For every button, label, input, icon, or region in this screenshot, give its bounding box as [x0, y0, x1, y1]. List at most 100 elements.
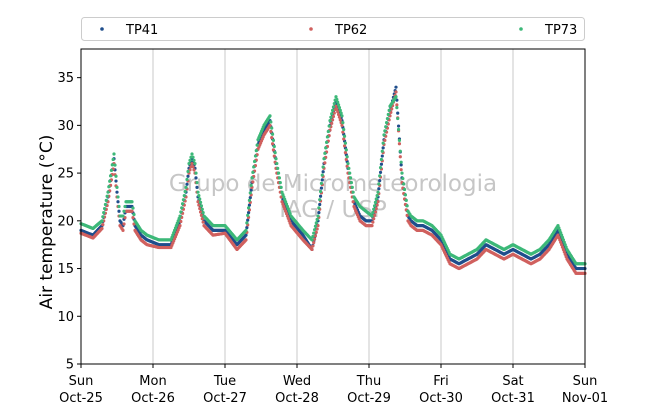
data-point — [376, 190, 380, 194]
data-point — [400, 171, 404, 175]
data-point — [251, 180, 255, 184]
data-point — [338, 118, 342, 122]
data-point — [324, 140, 329, 145]
data-point — [246, 211, 251, 215]
data-point — [104, 198, 108, 202]
data-point — [377, 182, 381, 186]
data-point — [192, 158, 196, 162]
data-point — [272, 144, 276, 149]
data-point — [336, 100, 340, 104]
data-point — [274, 157, 278, 161]
data-point — [371, 220, 375, 224]
data-point — [101, 215, 105, 219]
data-point — [327, 124, 331, 128]
data-point — [312, 231, 316, 235]
data-point — [384, 121, 389, 125]
data-point — [115, 185, 119, 190]
data-point — [268, 123, 272, 127]
data-point — [121, 214, 125, 218]
data-point — [116, 200, 120, 204]
data-point — [131, 206, 135, 210]
data-point — [401, 176, 405, 181]
data-point — [102, 206, 107, 211]
data-point — [245, 226, 249, 230]
data-point — [396, 127, 401, 132]
data-point — [197, 193, 201, 198]
data-point — [187, 161, 191, 166]
data-point — [314, 230, 318, 235]
x-tick-label: Mon Oct-26 — [131, 374, 175, 406]
data-point — [314, 221, 318, 225]
data-point — [180, 202, 185, 206]
data-point — [336, 103, 341, 107]
data-point — [194, 171, 198, 175]
y-tick-label: 20 — [57, 214, 74, 229]
x-tick-day: Mon — [139, 374, 166, 389]
data-point — [179, 210, 183, 214]
data-point — [319, 186, 324, 190]
data-point — [279, 195, 283, 199]
data-point — [272, 154, 276, 158]
data-point — [275, 161, 279, 166]
data-point — [192, 168, 196, 172]
data-point — [106, 190, 110, 194]
data-point — [276, 171, 281, 175]
data-point — [200, 217, 204, 221]
data-point — [114, 174, 118, 178]
data-point — [244, 233, 248, 237]
data-point — [371, 211, 375, 215]
data-point — [183, 189, 187, 194]
data-point — [107, 185, 111, 189]
data-point — [315, 227, 319, 231]
data-point — [402, 187, 407, 192]
data-point — [312, 241, 316, 245]
data-point — [378, 170, 383, 175]
data-point — [249, 188, 253, 192]
y-axis: 5 10 15 20 25 30 35 — [57, 71, 81, 373]
data-point — [254, 148, 258, 153]
data-point — [250, 176, 254, 180]
data-point — [398, 155, 402, 159]
data-point — [373, 210, 378, 214]
legend-marker-tp62 — [309, 27, 313, 31]
data-point — [334, 95, 338, 99]
data-points — [79, 85, 587, 275]
data-point — [100, 226, 104, 231]
data-point — [337, 115, 342, 119]
data-point — [342, 137, 346, 141]
data-point — [180, 206, 184, 210]
data-point — [331, 105, 336, 109]
data-point — [399, 168, 403, 172]
data-point — [372, 204, 377, 208]
data-point — [336, 110, 340, 114]
data-point — [336, 112, 341, 117]
data-point — [383, 129, 387, 133]
data-point — [117, 204, 121, 209]
data-point — [377, 187, 381, 191]
data-point — [310, 247, 314, 252]
data-point — [310, 238, 314, 242]
data-point — [130, 200, 134, 204]
data-point — [270, 136, 274, 140]
x-tick-day: Tue — [213, 374, 236, 389]
data-point — [395, 103, 399, 107]
data-point — [198, 200, 203, 205]
data-point — [384, 125, 388, 129]
data-point — [121, 228, 125, 232]
data-point — [374, 206, 378, 211]
data-point — [341, 130, 345, 134]
data-point — [198, 206, 202, 211]
data-point — [246, 218, 250, 222]
data-point — [381, 146, 385, 150]
data-point — [114, 179, 118, 183]
data-point — [193, 161, 197, 166]
data-point — [381, 141, 385, 145]
data-point — [195, 181, 199, 185]
data-point — [394, 85, 398, 89]
data-point — [378, 174, 382, 178]
data-point — [251, 170, 255, 175]
data-point — [313, 224, 318, 228]
data-point — [112, 152, 116, 156]
legend-box — [81, 17, 585, 41]
data-point — [322, 157, 326, 161]
